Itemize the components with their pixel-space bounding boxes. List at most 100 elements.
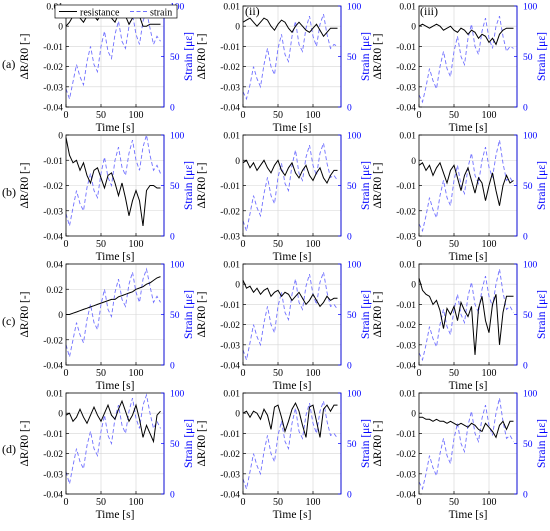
y-tick-label: -0.04 [220, 491, 240, 501]
resistance-line [242, 17, 338, 38]
resistance-line [418, 277, 514, 355]
y-tick-label: -0.04 [220, 104, 240, 114]
strain-line [65, 393, 161, 485]
right-y-tick-label: 50 [170, 53, 180, 63]
strain-line [418, 15, 514, 104]
y-tick-label: -0.03 [396, 341, 416, 351]
x-axis-label: Time [s] [449, 380, 488, 392]
y-axis-label-left: ΔR/R0 [-] [196, 162, 208, 208]
right-y-tick-label: 100 [347, 3, 362, 13]
row-label: (d) [2, 442, 16, 456]
y-axis-label-left: ΔR/R0 [-] [19, 291, 31, 337]
strain-line [65, 267, 161, 358]
right-y-tick-label: 50 [347, 311, 357, 321]
strain-line [65, 9, 161, 101]
x-tick-label: 0 [241, 368, 246, 379]
y-tick-label: -0.04 [396, 362, 416, 372]
resistance-line [66, 276, 161, 315]
y-tick-label: -0.01 [396, 301, 416, 311]
y-tick-label: 0.01 [46, 390, 63, 400]
x-tick-label: 100 [129, 497, 144, 508]
x-tick-label: 50 [96, 110, 106, 121]
row-label: (c) [2, 314, 15, 328]
x-tick-label: 100 [482, 497, 497, 508]
y-axis-label-left: ΔR/R0 [-] [372, 420, 384, 466]
y-tick-label: -0.03 [43, 207, 63, 217]
right-y-tick-label: 0 [170, 104, 175, 114]
right-y-tick-label: 50 [523, 182, 533, 192]
y-tick-label: 0 [235, 157, 240, 167]
y-axis-label-left: ΔR/R0 [-] [196, 291, 208, 337]
y-tick-label: -0.02 [220, 450, 240, 460]
y-axis-label-right: Strain [με] [536, 419, 548, 468]
x-tick-label: 100 [482, 368, 497, 379]
y-tick-label: -0.01 [396, 182, 416, 192]
y-tick-label: 0.02 [46, 286, 63, 296]
y-axis-label-left: ΔR/R0 [-] [372, 33, 384, 79]
y-tick-label: 0 [411, 410, 416, 420]
y-tick-label: -0.02 [43, 336, 63, 346]
strain-line [242, 13, 338, 101]
y-tick-label: 0.01 [223, 132, 240, 142]
y-tick-label: -0.03 [220, 341, 240, 351]
right-y-tick-label: 100 [170, 261, 185, 271]
right-y-tick-label: 50 [523, 440, 533, 450]
y-axis-label-left: ΔR/R0 [-] [372, 162, 384, 208]
y-tick-label: 0.01 [399, 261, 416, 271]
y-tick-label: -0.01 [220, 301, 240, 311]
y-tick-label: -0.01 [220, 182, 240, 192]
y-tick-label: 0 [411, 281, 416, 291]
resistance-line [242, 279, 338, 308]
x-tick-label: 50 [449, 497, 459, 508]
resistance-line [418, 23, 514, 46]
y-tick-label: 0.01 [399, 132, 416, 142]
right-y-tick-label: 0 [347, 104, 352, 114]
right-y-tick-label: 0 [347, 491, 352, 501]
x-tick-label: 0 [64, 110, 69, 121]
x-tick-label: 0 [417, 110, 422, 121]
y-tick-label: 0 [235, 23, 240, 33]
right-y-tick-label: 100 [170, 132, 185, 142]
y-tick-label: -0.01 [43, 430, 63, 440]
x-tick-label: 50 [273, 239, 283, 250]
y-axis-label-left: ΔR/R0 [-] [19, 33, 31, 79]
x-axis-label: Time [s] [449, 122, 488, 134]
y-tick-label: 0 [58, 132, 63, 142]
y-tick-label: -0.04 [220, 362, 240, 372]
x-tick-label: 50 [449, 368, 459, 379]
y-tick-label: 0 [58, 23, 63, 33]
y-tick-label: 0 [411, 23, 416, 33]
y-axis-label-right: Strain [με] [183, 290, 195, 339]
resistance-line [242, 401, 338, 438]
right-y-tick-label: 0 [523, 104, 528, 114]
resistance-line [65, 9, 161, 27]
y-tick-label: -0.02 [396, 207, 416, 217]
y-tick-label: -0.03 [220, 233, 240, 243]
row-label: (a) [2, 57, 15, 71]
x-tick-label: 100 [129, 368, 144, 379]
x-tick-label: 0 [64, 497, 69, 508]
y-tick-label: 0 [411, 157, 416, 167]
y-tick-label: -0.03 [220, 83, 240, 93]
y-tick-label: -0.02 [43, 450, 63, 460]
x-tick-label: 100 [306, 110, 321, 121]
right-y-tick-label: 50 [170, 440, 180, 450]
x-tick-label: 0 [417, 368, 422, 379]
x-tick-label: 0 [241, 497, 246, 508]
right-y-tick-label: 0 [347, 233, 352, 243]
y-tick-label: 0 [58, 410, 63, 420]
y-tick-label: -0.02 [220, 207, 240, 217]
x-tick-label: 50 [273, 497, 283, 508]
y-tick-label: -0.03 [220, 470, 240, 480]
right-y-tick-label: 0 [347, 362, 352, 372]
x-axis-label: Time [s] [449, 251, 488, 263]
y-tick-label: 0.01 [223, 3, 240, 13]
x-tick-label: 100 [306, 368, 321, 379]
y-tick-label: 0 [235, 281, 240, 291]
strain-line [418, 139, 514, 233]
y-tick-label: -0.02 [396, 63, 416, 73]
x-tick-label: 100 [306, 239, 321, 250]
